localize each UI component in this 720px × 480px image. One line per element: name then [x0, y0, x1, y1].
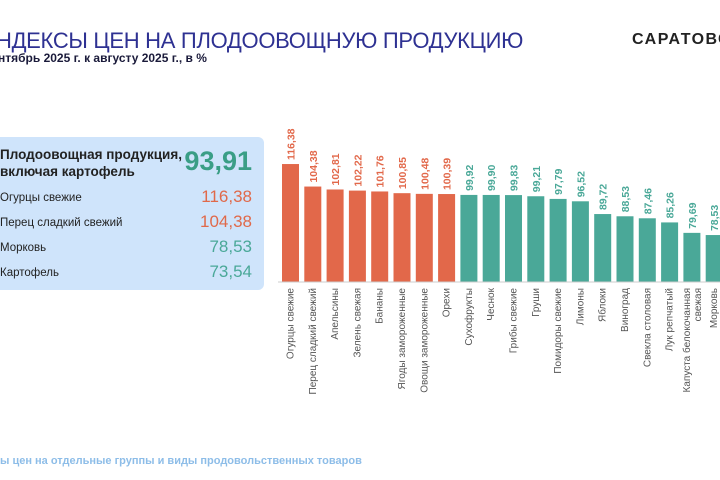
category-label: Перец сладкий свежий — [308, 288, 319, 394]
category-label: Ягоды замороженные — [397, 288, 408, 390]
bar — [415, 193, 433, 282]
bar — [594, 214, 612, 282]
category-label: Апельсины — [330, 288, 341, 340]
footer-link[interactable]: ы цен на отдельные группы и виды продово… — [0, 455, 362, 467]
bar — [282, 164, 299, 282]
category-label: Морковь — [709, 288, 720, 328]
data-label: 99,92 — [464, 164, 476, 190]
data-label: 97,79 — [553, 168, 565, 194]
summary-row-label: Картофель — [0, 267, 59, 279]
bar — [705, 235, 720, 282]
summary-row: Картофель 73,54 — [0, 262, 252, 281]
summary-row-label: Перец сладкий свежий — [0, 217, 123, 229]
category-label: Свекла столовая — [642, 288, 653, 367]
summary-row: Огурцы свежие 116,38 — [0, 187, 252, 206]
data-label: 104,38 — [308, 150, 320, 182]
category-label: Помидоры свежие — [553, 288, 564, 374]
bar — [527, 196, 545, 282]
data-label: 101,76 — [375, 155, 387, 187]
category-label: Орехи — [442, 288, 453, 317]
data-label: 88,53 — [620, 186, 632, 212]
data-label: 96,52 — [575, 171, 587, 197]
summary-panel — [0, 137, 264, 290]
bar — [304, 186, 322, 282]
bar — [638, 218, 656, 282]
bar — [393, 193, 411, 282]
summary-row: Морковь 78,53 — [0, 237, 252, 256]
bar — [616, 216, 634, 282]
summary-row-value: 116,38 — [201, 187, 252, 206]
bar — [505, 195, 522, 282]
category-label: Лимоны — [575, 288, 586, 325]
bar — [549, 198, 567, 282]
data-label: 79,69 — [687, 202, 699, 228]
bar — [482, 194, 500, 282]
category-label: Овощи замороженные — [419, 288, 430, 393]
data-label: 102,81 — [330, 153, 342, 185]
summary-row-value: 78,53 — [209, 237, 252, 256]
data-label: 85,26 — [665, 192, 677, 218]
page-title: НДЕКСЫ ЦЕН НА ПЛОДООВОЩНУЮ ПРОДУКЦИЮ — [0, 28, 524, 53]
category-label: Зелень свежая — [352, 288, 363, 358]
summary-row-label: Огурцы свежие — [0, 192, 82, 204]
bar — [438, 194, 456, 282]
category-label: Чеснок — [486, 287, 497, 320]
category-label: Яблоки — [597, 288, 609, 322]
category-label: Сухофрукты — [463, 288, 475, 346]
data-label: 116,38 — [286, 128, 298, 160]
data-label: 100,85 — [397, 157, 409, 189]
summary-value: 93,91 — [184, 146, 252, 176]
data-label: 99,83 — [509, 165, 521, 191]
category-label: Лук репчатый — [665, 288, 676, 351]
data-label: 89,72 — [598, 184, 610, 210]
category-label: Капуста белокочаннаясвежая — [681, 288, 704, 392]
bar — [571, 201, 589, 282]
summary-row-value: 73,54 — [209, 262, 252, 281]
bar — [683, 232, 701, 282]
data-label: 78,53 — [709, 205, 720, 231]
bar — [326, 189, 344, 282]
bar — [661, 222, 679, 282]
data-label: 100,39 — [442, 158, 454, 190]
data-label: 87,46 — [642, 188, 654, 214]
bar — [460, 194, 478, 282]
summary-row: Перец сладкий свежий 104,38 — [0, 212, 252, 231]
category-label: Бананы — [375, 288, 386, 324]
data-label: 99,21 — [531, 166, 543, 192]
bar — [371, 191, 389, 282]
category-label: Огурцы свежие — [286, 288, 297, 359]
data-label: 100,48 — [419, 158, 431, 190]
data-label: 99,90 — [486, 165, 498, 191]
brand-logo-text: САРАТОВС — [632, 31, 720, 48]
bar — [348, 190, 366, 282]
summary-row-value: 104,38 — [200, 212, 252, 231]
data-label: 102,22 — [352, 154, 364, 186]
category-label: Виноград — [620, 288, 631, 332]
summary-heading: Плодоовощная продукция, включая картофел… — [0, 147, 182, 179]
category-label: Грибы свежие — [508, 288, 520, 354]
summary-row-label: Морковь — [0, 242, 47, 254]
page-subtitle: нтябрь 2025 г. к августу 2025 г., в % — [0, 51, 207, 65]
category-label: Груши — [531, 288, 542, 317]
